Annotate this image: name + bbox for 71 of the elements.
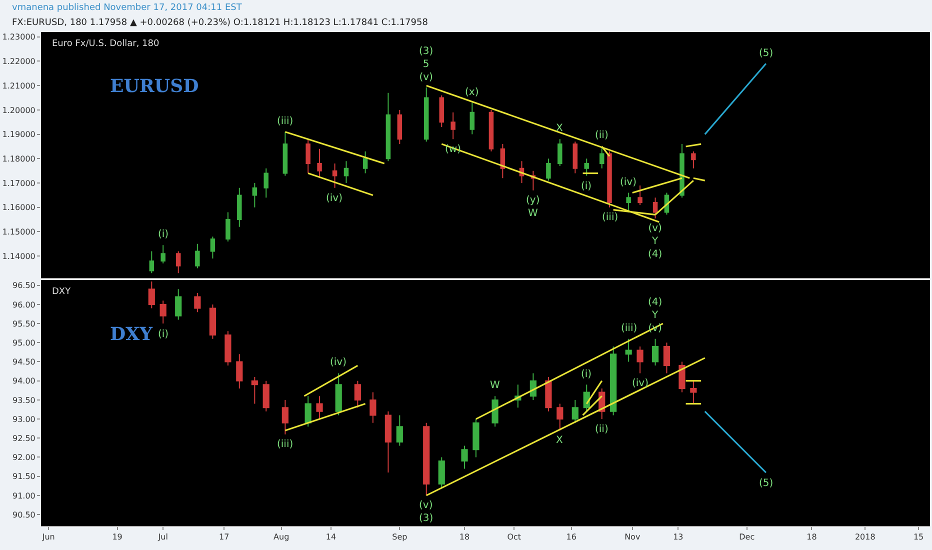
x-tick-label: 18 — [459, 532, 470, 542]
y-tick-label: 96.00 — [12, 300, 36, 310]
annotation: (x) — [465, 87, 479, 98]
x-tick-label: 13 — [673, 532, 684, 542]
annotation: (3) — [419, 513, 434, 524]
text: vmanena published November 17, 2017 04:11 EST — [12, 3, 242, 13]
annotation: (v) Y (4) — [648, 223, 662, 260]
x-tick-label: 16 — [566, 532, 576, 542]
y-tick-label: 95.50 — [12, 319, 36, 328]
y-tick-label: 1.20000 — [2, 106, 36, 115]
x-tick-label: 18 — [806, 532, 817, 542]
x-tick-label: 15 — [913, 532, 924, 542]
annotation: (i) — [158, 329, 169, 340]
y-tick-label: 1.15000 — [2, 228, 36, 237]
y-tick-label: 1.16000 — [2, 203, 36, 212]
annotation: (iii) — [621, 323, 638, 334]
annotation: (iv) — [620, 177, 637, 188]
annotation: X — [556, 123, 563, 134]
x-tick-label: Sep — [392, 532, 408, 542]
annotation: (5) — [759, 48, 774, 59]
annotation: W — [490, 380, 500, 391]
y-tick-label: 91.00 — [12, 491, 36, 500]
annotation: (i) — [158, 229, 169, 240]
annotation: (iv) — [326, 193, 343, 204]
y-tick-label: 93.50 — [12, 396, 36, 405]
y-tick-label: 92.50 — [12, 434, 36, 443]
x-tick-label: Jul — [157, 532, 168, 542]
annotation: (3) 5 (v) — [419, 46, 434, 83]
x-tick-label: 17 — [219, 532, 230, 542]
annotation: (i) — [581, 181, 592, 192]
annotation: (iv) — [632, 378, 649, 389]
annotation: (iv) — [330, 357, 347, 368]
annotation: X — [556, 435, 563, 446]
chart-subtitle: FX:EURUSD, 180 1.17958 ▲ +0.00268 (+0.23%) O:1.18121 H:1.18123 L:1.17841 C:1.17958 — [12, 18, 428, 28]
y-tick-label: 93.00 — [12, 414, 36, 424]
text: Euro Fx/U.S. Dollar, 180 — [52, 39, 160, 49]
annotation: DXY — [110, 324, 154, 345]
x-tick-label: Oct — [507, 532, 522, 542]
y-tick-label: 1.18000 — [2, 154, 36, 164]
y-tick-label: 1.22000 — [2, 57, 36, 66]
annotation: (5) — [759, 478, 774, 489]
annotation: (y) — [526, 195, 540, 206]
x-tick-label: 2018 — [854, 532, 876, 542]
annotation: (ii) — [595, 130, 608, 141]
x-tick-label: Dec — [739, 532, 755, 542]
y-tick-label: 1.21000 — [2, 81, 36, 90]
annotation: (i) — [581, 369, 592, 380]
y-tick-label: 90.50 — [12, 510, 36, 520]
text: DXY — [52, 287, 72, 297]
annotation: (iii) — [602, 212, 618, 223]
annotation: (ii) — [595, 424, 608, 435]
y-tick-label: 94.50 — [12, 358, 36, 367]
y-tick-label: 91.50 — [12, 472, 36, 482]
x-tick-label: 14 — [326, 532, 336, 542]
y-tick-label: 1.17000 — [2, 178, 36, 188]
y-tick-label: 1.23000 — [2, 32, 36, 42]
annotation: (v) — [419, 500, 433, 511]
y-tick-label: 94.00 — [12, 376, 36, 386]
y-tick-label: 95.00 — [12, 338, 36, 348]
annotation: W — [528, 208, 538, 219]
x-tick-label: 19 — [112, 532, 122, 542]
y-tick-label: 92.00 — [12, 453, 36, 462]
x-tick-label: Nov — [624, 532, 640, 542]
y-tick-label: 1.14000 — [2, 252, 36, 261]
annotation: EURUSD — [110, 76, 199, 97]
annotation: (iii) — [277, 439, 294, 450]
x-tick-label: Aug — [274, 532, 290, 542]
y-tick-label: 1.19000 — [2, 130, 36, 140]
annotation: (iii) — [277, 116, 294, 127]
x-tick-label: Jun — [41, 532, 55, 542]
y-tick-label: 96.50 — [12, 281, 36, 290]
